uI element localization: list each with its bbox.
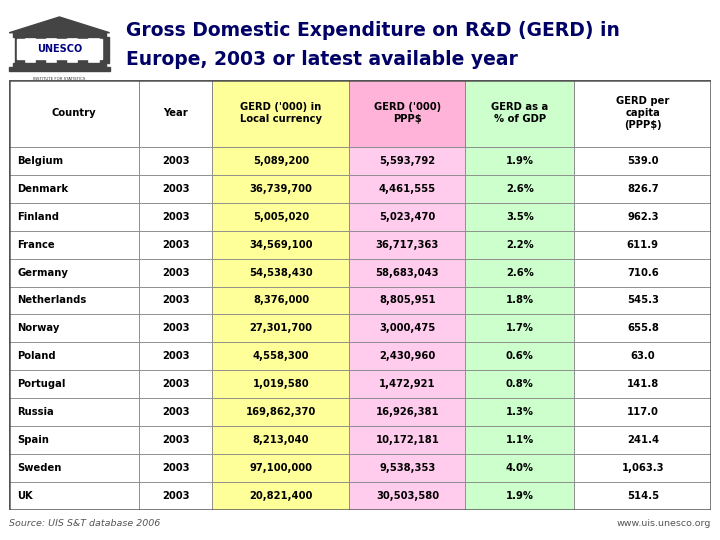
- Bar: [9, 427, 139, 454]
- Bar: [139, 399, 212, 427]
- Text: 1,019,580: 1,019,580: [253, 380, 310, 389]
- Bar: [9, 202, 139, 231]
- Bar: [212, 454, 349, 482]
- Bar: [465, 482, 575, 510]
- Text: 539.0: 539.0: [627, 156, 659, 166]
- Text: 710.6: 710.6: [627, 267, 659, 278]
- Bar: [212, 314, 349, 342]
- Text: 5,023,470: 5,023,470: [379, 212, 436, 221]
- Text: Netherlands: Netherlands: [17, 295, 86, 306]
- Text: 655.8: 655.8: [627, 323, 659, 334]
- Text: Source: UIS S&T database 2006: Source: UIS S&T database 2006: [9, 519, 160, 528]
- Bar: [212, 202, 349, 231]
- Bar: [212, 147, 349, 174]
- Text: 1.3%: 1.3%: [506, 407, 534, 417]
- Text: GERD ('000) in
Local currency: GERD ('000) in Local currency: [240, 102, 322, 124]
- Bar: [465, 80, 575, 147]
- Bar: [465, 427, 575, 454]
- Text: 8,213,040: 8,213,040: [253, 435, 309, 445]
- Text: Norway: Norway: [17, 323, 60, 334]
- Bar: [465, 287, 575, 314]
- Bar: [349, 259, 465, 287]
- Text: Poland: Poland: [17, 352, 55, 361]
- Text: Europe, 2003 or latest available year: Europe, 2003 or latest available year: [126, 50, 518, 70]
- Text: 63.0: 63.0: [631, 352, 655, 361]
- Text: 97,100,000: 97,100,000: [249, 463, 312, 474]
- Bar: [575, 482, 711, 510]
- Text: 3,000,475: 3,000,475: [379, 323, 436, 334]
- Text: 2003: 2003: [162, 267, 189, 278]
- Bar: [212, 80, 349, 147]
- Text: France: France: [17, 240, 55, 249]
- Text: Country: Country: [51, 109, 96, 118]
- Bar: [349, 454, 465, 482]
- Text: 611.9: 611.9: [627, 240, 659, 249]
- Bar: [9, 231, 139, 259]
- Bar: [9, 370, 139, 399]
- Text: 16,926,381: 16,926,381: [376, 407, 439, 417]
- Bar: [139, 454, 212, 482]
- Text: GERD ('000)
PPP$: GERD ('000) PPP$: [374, 102, 441, 124]
- Text: UNESCO: UNESCO: [37, 44, 82, 54]
- Polygon shape: [9, 17, 109, 33]
- Text: 1.8%: 1.8%: [506, 295, 534, 306]
- Bar: [212, 482, 349, 510]
- Text: 2003: 2003: [162, 240, 189, 249]
- Bar: [9, 342, 139, 370]
- Bar: [575, 259, 711, 287]
- Bar: [349, 370, 465, 399]
- Bar: [575, 342, 711, 370]
- Bar: [349, 147, 465, 174]
- Bar: [349, 482, 465, 510]
- Bar: [212, 287, 349, 314]
- Text: 2003: 2003: [162, 295, 189, 306]
- Text: 1.1%: 1.1%: [505, 435, 534, 445]
- Text: Denmark: Denmark: [17, 184, 68, 194]
- Text: 1,063.3: 1,063.3: [621, 463, 664, 474]
- Bar: [465, 147, 575, 174]
- Bar: [575, 80, 711, 147]
- Bar: [465, 399, 575, 427]
- Bar: [575, 399, 711, 427]
- Text: 3.5%: 3.5%: [506, 212, 534, 221]
- Bar: [139, 287, 212, 314]
- Bar: [575, 427, 711, 454]
- Bar: [9, 482, 139, 510]
- Bar: [139, 259, 212, 287]
- Bar: [17, 39, 102, 59]
- Bar: [139, 231, 212, 259]
- Text: 169,862,370: 169,862,370: [246, 407, 316, 417]
- Text: 514.5: 514.5: [627, 491, 659, 501]
- Bar: [9, 174, 139, 202]
- Bar: [139, 314, 212, 342]
- Text: 1.9%: 1.9%: [506, 491, 534, 501]
- Bar: [575, 231, 711, 259]
- Bar: [465, 202, 575, 231]
- Bar: [575, 314, 711, 342]
- Text: INSTITUTE FOR STATISTICS: INSTITUTE FOR STATISTICS: [33, 77, 86, 80]
- Text: Russia: Russia: [17, 407, 54, 417]
- Text: 5,005,020: 5,005,020: [253, 212, 309, 221]
- Text: 5,593,792: 5,593,792: [379, 156, 436, 166]
- Text: www.uis.unesco.org: www.uis.unesco.org: [617, 519, 711, 528]
- Bar: [12, 63, 107, 67]
- Text: 9,538,353: 9,538,353: [379, 463, 436, 474]
- Bar: [465, 174, 575, 202]
- Bar: [139, 80, 212, 147]
- Text: 2003: 2003: [162, 463, 189, 474]
- Text: 4,558,300: 4,558,300: [253, 352, 309, 361]
- Bar: [212, 399, 349, 427]
- Bar: [349, 80, 465, 147]
- Bar: [465, 342, 575, 370]
- Text: Spain: Spain: [17, 435, 49, 445]
- Bar: [9, 287, 139, 314]
- Text: 2,430,960: 2,430,960: [379, 352, 436, 361]
- Bar: [575, 147, 711, 174]
- Bar: [9, 80, 139, 147]
- Bar: [575, 202, 711, 231]
- Bar: [15, 37, 24, 63]
- Bar: [349, 342, 465, 370]
- Text: 2003: 2003: [162, 380, 189, 389]
- Text: 2003: 2003: [162, 407, 189, 417]
- Text: Belgium: Belgium: [17, 156, 63, 166]
